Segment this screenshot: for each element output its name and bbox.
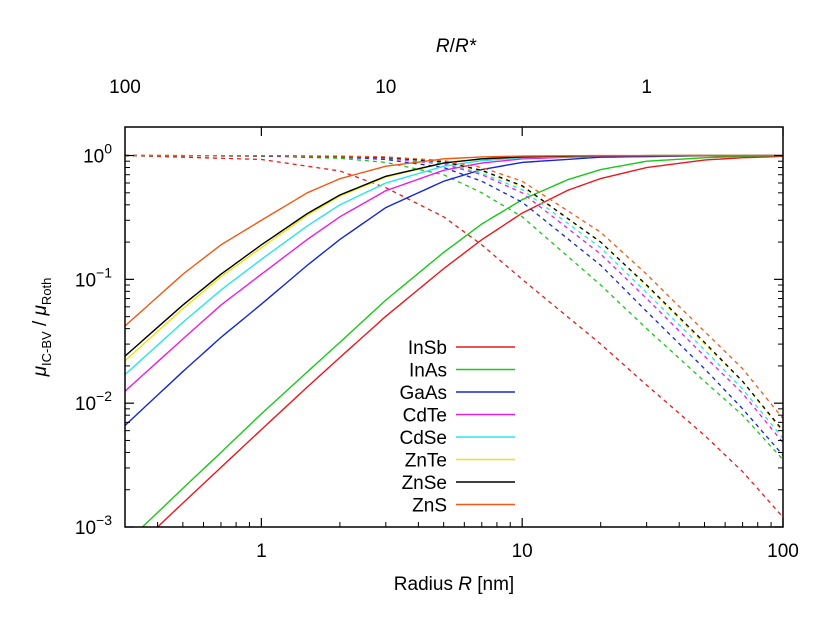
y-tick-exponent: 0 [104,141,112,157]
top-tick-label: 10 [375,77,396,98]
y-tick-base: 10 [83,147,104,168]
top-axis-title-var2: R* [455,36,477,57]
plot-frame [124,126,784,528]
x-tick-label: 1 [256,541,267,562]
x-axis-title-unit: [nm] [472,574,514,595]
x-tick-label: 100 [767,541,799,562]
top-axis-title: R/R* [436,36,477,57]
legend-label-znse: ZnSe [402,473,447,494]
y-axis-title-sub1: IC-BV [39,331,54,366]
series-zns-dashed-line [125,154,783,420]
top-tick-label: 1 [641,77,652,98]
y-tick-base: 10 [75,518,96,539]
series-inas-solid-line [141,155,783,527]
series-layer [125,154,783,527]
y-tick-exponent: −3 [96,512,112,528]
top-tick-label: 100 [109,77,141,98]
y-axis-title-mu2: μ [30,304,51,316]
y-tick-base: 10 [75,394,96,415]
series-gaas-solid-line [125,154,783,427]
ticks-layer [124,127,784,528]
series-zns-solid-line [125,154,783,327]
x-axis-title: Radius R [nm] [394,574,514,595]
y-axis-title-sub2: Roth [39,278,54,305]
legend-label-zns: ZnS [412,496,447,517]
legend-label-insb: InSb [408,338,447,359]
y-tick-exponent: −1 [96,264,112,280]
legend-label-gaas: GaAs [399,383,447,404]
top-axis-title-var1: R [436,36,450,57]
series-insb-dashed-line [125,154,783,518]
y-tick-exponent: −2 [96,388,112,404]
y-axis-title-sep: / [30,315,51,331]
legend-label-cdte: CdTe [403,406,447,427]
x-tick-label: 10 [512,541,533,562]
x-axis-title-prefix: Radius [394,574,458,595]
series-inas-dashed-line [125,154,783,461]
legend-label-inas: InAs [409,361,447,382]
x-axis-title-var: R [458,574,472,595]
y-tick-label: 10−3 [75,512,112,539]
y-axis-title-mu1: μ [30,365,51,377]
y-tick-base: 10 [75,270,96,291]
top-axis-title-sep: / [450,36,456,57]
legend-label-znte: ZnTe [405,451,447,472]
series-insb-solid-line [157,155,783,527]
y-tick-label: 10−1 [75,264,112,291]
y-axis-title: μIC-BV / μRoth [30,278,54,378]
y-tick-label: 10−2 [75,388,112,415]
y-tick-label: 100 [83,141,112,168]
legend-label-cdse: CdSe [399,428,447,449]
